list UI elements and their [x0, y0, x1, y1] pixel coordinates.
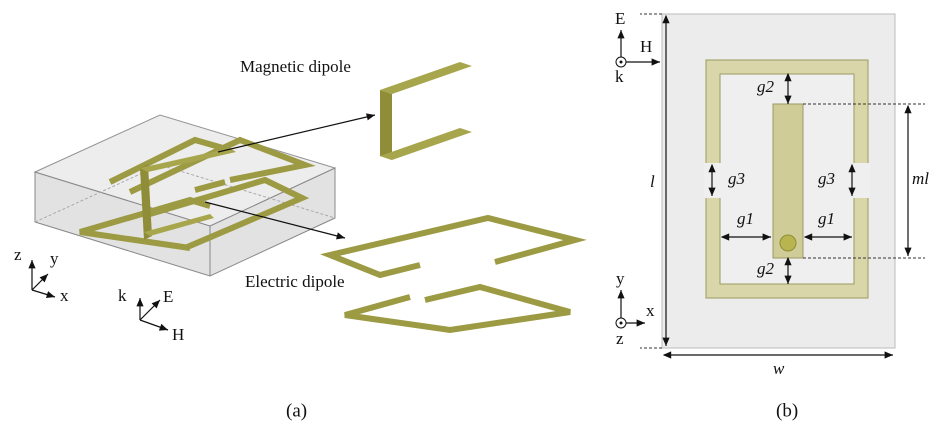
dim-g1: g1	[818, 209, 835, 228]
magnetic-label: Magnetic dipole	[240, 57, 351, 76]
field-h: H	[172, 325, 184, 344]
caption-b: (b)	[776, 400, 798, 421]
field-e: E	[163, 287, 173, 306]
dim-l: l	[650, 172, 655, 191]
axis-x: x	[646, 301, 655, 320]
substrate-box	[35, 115, 335, 276]
magnetic-dipole	[380, 62, 472, 160]
via	[780, 235, 796, 251]
field-h: H	[640, 37, 652, 56]
gap	[853, 163, 870, 198]
dim-w: w	[773, 359, 785, 378]
dim-g1: g1	[737, 209, 754, 228]
dim-g2: g2	[757, 77, 775, 96]
axis-y: y	[616, 269, 625, 288]
field-k: k	[615, 67, 624, 86]
dim-g3: g3	[818, 169, 835, 188]
field-k: k	[118, 286, 127, 305]
dim-g2: g2	[757, 259, 775, 278]
electric-label: Electric dipole	[245, 272, 345, 291]
axis-z: z	[14, 245, 22, 264]
field-e: E	[615, 9, 625, 28]
figure: Magnetic dipole Electric dipole z y x k …	[0, 0, 931, 437]
dim-g3: g3	[728, 169, 745, 188]
axis-y: y	[50, 249, 59, 268]
axis-x: x	[60, 286, 69, 305]
pointer-arrow	[218, 115, 375, 152]
caption-a: (a)	[286, 400, 307, 421]
axis-z: z	[616, 329, 624, 348]
dim-ml: ml	[912, 169, 929, 188]
electric-dipole	[330, 218, 575, 330]
